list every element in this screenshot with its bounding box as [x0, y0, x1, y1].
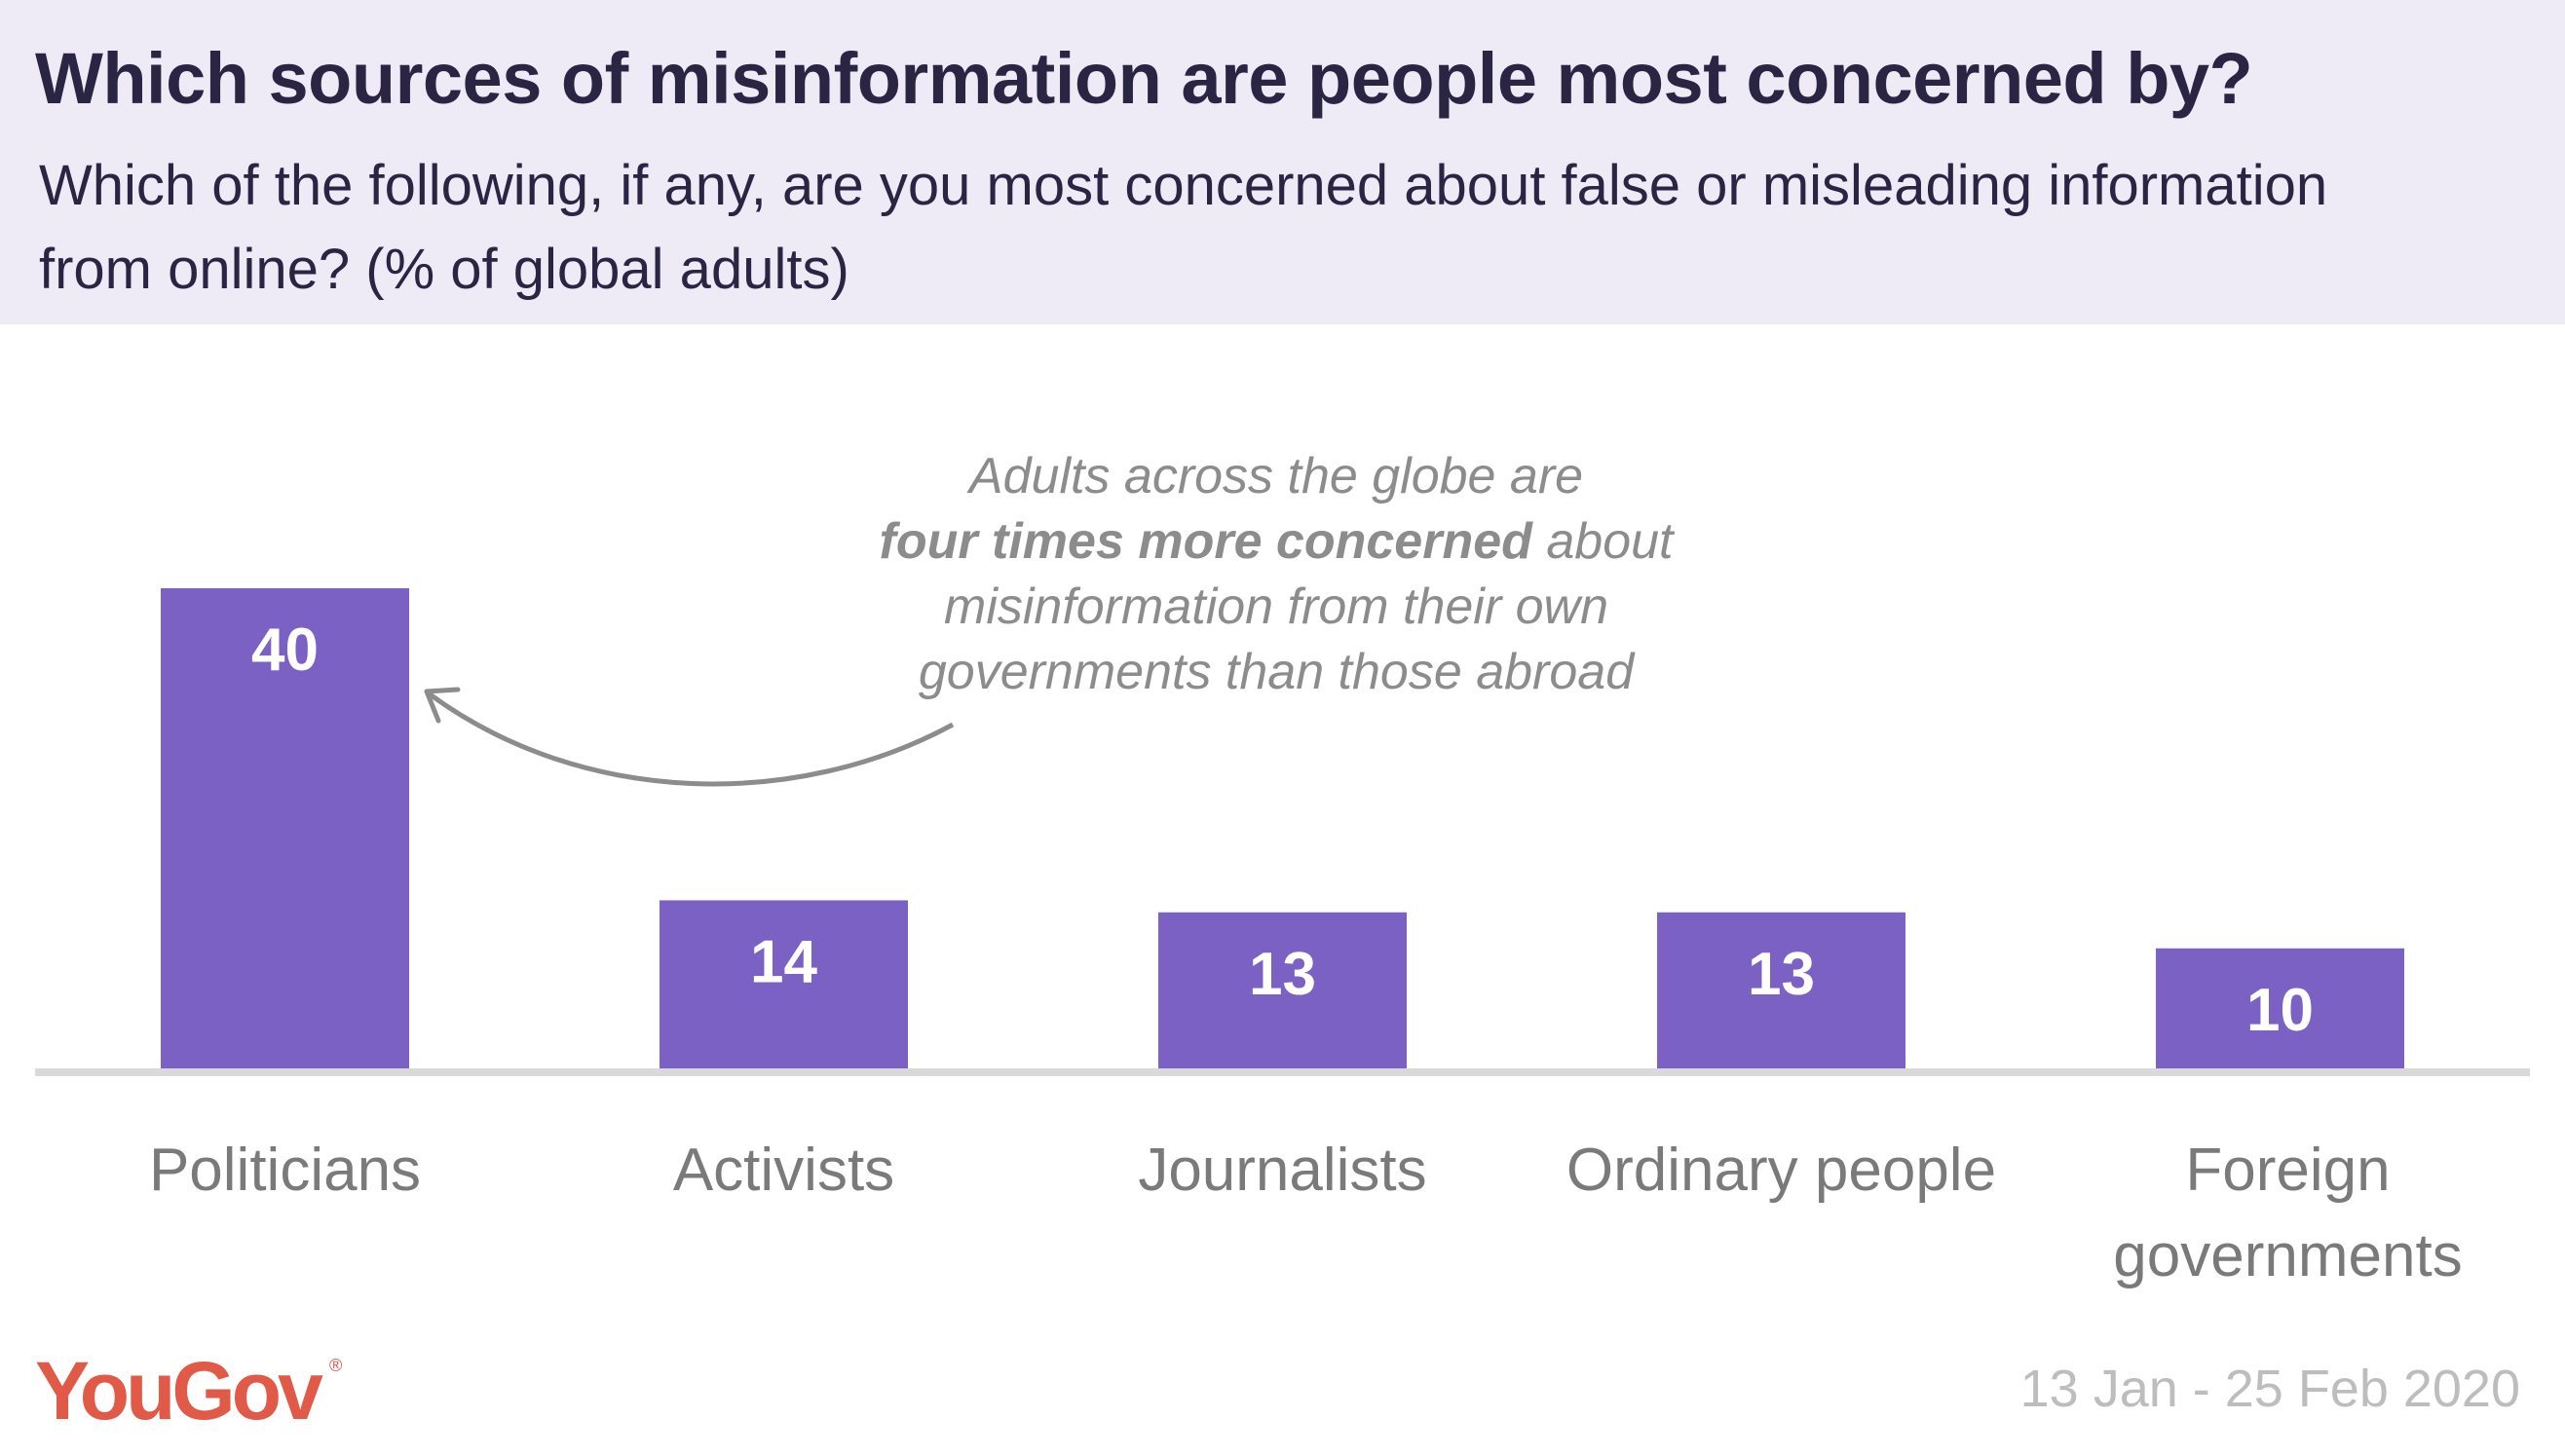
x-tick-label: Politicians — [149, 1137, 421, 1204]
bar-value-label: 10 — [2246, 977, 2314, 1044]
chart-title: Which sources of misinformation are peop… — [35, 38, 2253, 119]
date-range: 13 Jan - 25 Feb 2020 — [2019, 1360, 2520, 1418]
bar-value-label: 14 — [750, 928, 817, 995]
annotation-text: Adults across the globe are four times m… — [838, 444, 1715, 705]
annotation-line-1: Adults across the globe are — [968, 448, 1584, 504]
annotation-line-4: governments than those abroad — [918, 644, 1635, 700]
bars-group: 40 14 13 13 10 — [161, 588, 2404, 1068]
header-band: Which sources of misinformation are peop… — [0, 0, 2565, 324]
annotation-arrow — [427, 691, 955, 787]
bar-activists — [660, 900, 908, 1068]
bar-journalists — [1158, 912, 1407, 1068]
x-tick-label: Ordinary people — [1566, 1137, 1996, 1204]
annotation-line-2-rest: about — [1531, 513, 1674, 570]
bar-value-label: 13 — [1249, 941, 1316, 1008]
x-tick-labels: Politicians Activists Journalists Ordinary … — [149, 1137, 2463, 1289]
chart-subtitle: Which of the following, if any, are you … — [39, 154, 2328, 301]
bar-value-label: 13 — [1748, 941, 1815, 1008]
annotation-line-2: four times more concerned about — [838, 509, 1715, 575]
annotation-arrowhead — [424, 687, 461, 724]
annotation-bold: four times more concerned — [879, 513, 1532, 570]
x-tick-label: Foreign governments — [2113, 1137, 2462, 1289]
bar-foreign-governments — [2156, 948, 2404, 1068]
x-tick-label: Activists — [673, 1137, 894, 1204]
bar-ordinary-people — [1657, 912, 1905, 1068]
yougov-logo: YouGov — [35, 1345, 323, 1437]
bar-value-label: 40 — [251, 616, 319, 684]
annotation-line-3: misinformation from their own — [944, 579, 1608, 635]
bar-politicians — [161, 588, 409, 1068]
registered-mark: ® — [329, 1356, 343, 1375]
x-tick-label: Journalists — [1138, 1137, 1426, 1204]
